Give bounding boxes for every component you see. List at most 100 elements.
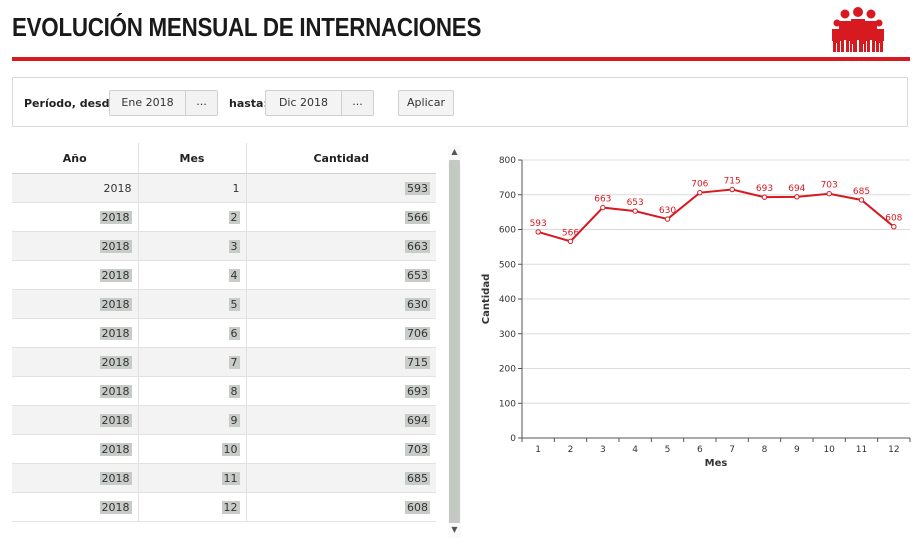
y-tick-label: 600: [499, 226, 516, 236]
y-tick-label: 200: [499, 365, 516, 375]
cell-month: 10: [138, 434, 247, 464]
scrollbar-thumb[interactable]: [449, 160, 460, 523]
table-row[interactable]: 2018 8 693: [12, 376, 436, 406]
cell-quantity: 715: [246, 347, 436, 377]
to-date-picker-button[interactable]: ...: [341, 91, 373, 115]
column-header-quantity[interactable]: Cantidad: [246, 143, 436, 174]
apply-button[interactable]: Aplicar: [398, 90, 454, 116]
cell-month: 8: [138, 376, 247, 406]
cell-quantity-value: 608: [405, 500, 430, 514]
cell-year-value: 2018: [99, 500, 132, 514]
to-date-picker[interactable]: Dic 2018 ...: [265, 90, 374, 116]
cell-month-value: 7: [228, 355, 240, 369]
cell-month-value: 4: [228, 268, 240, 282]
x-tick-label: 2: [568, 445, 574, 455]
table-row[interactable]: 2018 5 630: [12, 289, 436, 319]
data-label: 653: [627, 198, 644, 208]
cell-month-value: 8: [228, 384, 240, 398]
cell-quantity: 706: [246, 318, 436, 348]
data-label: 715: [724, 177, 741, 187]
data-label: 703: [821, 181, 838, 191]
cell-month: 4: [138, 260, 247, 290]
from-date-picker[interactable]: Ene 2018 ...: [109, 90, 218, 116]
table-row[interactable]: 2018 12 608: [12, 492, 436, 522]
cell-year-value: 2018: [103, 181, 132, 195]
from-date-picker-button[interactable]: ...: [185, 91, 217, 115]
header-divider: [12, 57, 910, 61]
y-axis-title: Cantidad: [481, 274, 492, 324]
cell-year: 2018: [12, 202, 139, 232]
y-tick-label: 100: [499, 399, 516, 409]
cell-year-value: 2018: [99, 413, 132, 427]
cell-year: 2018: [12, 405, 139, 435]
cell-year: 2018: [12, 260, 139, 290]
data-point: [858, 197, 865, 203]
table-row[interactable]: 2018 9 694: [12, 405, 436, 435]
cell-quantity-value: 694: [405, 413, 430, 427]
data-point: [632, 208, 638, 214]
table-row[interactable]: 2018 4 653: [12, 260, 436, 290]
y-tick-label: 300: [499, 330, 516, 340]
table-row[interactable]: 2018 1 593: [12, 173, 436, 203]
data-point: [600, 204, 606, 211]
x-tick-label: 10: [823, 445, 835, 455]
table-row[interactable]: 2018 6 706: [12, 318, 436, 348]
cell-year: 2018: [12, 434, 139, 464]
table-row[interactable]: 2018 3 663: [12, 231, 436, 261]
table-header-row: Año Mes Cantidad: [12, 143, 436, 174]
cell-month: 11: [138, 463, 247, 493]
x-tick-label: 9: [794, 445, 800, 455]
cell-year-value: 2018: [99, 471, 132, 485]
cell-year-value: 2018: [99, 326, 132, 340]
cell-quantity: 608: [246, 492, 436, 522]
cell-month-value: 11: [221, 471, 240, 485]
cell-year-value: 2018: [99, 384, 132, 398]
cell-month-value: 2: [228, 210, 240, 224]
cell-year: 2018: [12, 173, 139, 203]
x-tick-label: 6: [697, 445, 703, 455]
table-row[interactable]: 2018 2 566: [12, 202, 436, 232]
x-tick-label: 8: [762, 445, 768, 455]
y-tick-label: 0: [510, 434, 516, 444]
cell-quantity: 630: [246, 289, 436, 319]
to-date-value[interactable]: Dic 2018: [278, 96, 329, 109]
table-row[interactable]: 2018 11 685: [12, 463, 436, 493]
scroll-down-arrow-icon[interactable]: ▼: [451, 525, 458, 534]
column-header-month[interactable]: Mes: [138, 143, 247, 174]
cell-quantity-value: 706: [405, 326, 430, 340]
scroll-up-arrow-icon[interactable]: ▲: [451, 147, 458, 156]
cell-year-value: 2018: [99, 210, 132, 224]
from-date-value[interactable]: Ene 2018: [121, 96, 174, 109]
cell-month-value: 12: [221, 500, 240, 514]
cell-quantity: 566: [246, 202, 436, 232]
x-tick-label: 7: [729, 445, 735, 455]
cell-month-value: 9: [228, 413, 240, 427]
table-scrollbar[interactable]: ▲ ▼: [448, 145, 461, 538]
series-line: [537, 188, 895, 243]
data-label: 593: [530, 219, 547, 229]
cell-year-value: 2018: [99, 355, 132, 369]
table-row[interactable]: 2018 7 715: [12, 347, 436, 377]
cell-month-value: 3: [228, 239, 240, 253]
page-title: EVOLUCIÓN MENSUAL DE INTERNACIONES: [12, 12, 482, 42]
data-point: [826, 191, 832, 197]
y-tick-label: 500: [499, 260, 516, 270]
data-label: 706: [691, 180, 708, 190]
from-label: Período, desde:: [24, 97, 122, 110]
cell-month-value: 6: [228, 326, 240, 340]
cell-month: 1: [138, 173, 247, 203]
column-header-year[interactable]: Año: [12, 143, 139, 174]
y-tick-label: 700: [499, 191, 516, 201]
cell-quantity: 663: [246, 231, 436, 261]
cell-quantity: 653: [246, 260, 436, 290]
data-point: [891, 224, 897, 230]
page-header: EVOLUCIÓN MENSUAL DE INTERNACIONES: [0, 0, 920, 62]
cell-quantity-value: 703: [405, 442, 430, 456]
cell-year-value: 2018: [99, 442, 132, 456]
to-label: hasta:: [229, 97, 268, 110]
table-row[interactable]: 2018 10 703: [12, 434, 436, 464]
cell-quantity-value: 566: [405, 210, 430, 224]
cell-month-value: 5: [228, 297, 240, 311]
data-table: Año Mes Cantidad 2018 1 593 2018 2 566 2018 3 66…: [12, 143, 436, 523]
